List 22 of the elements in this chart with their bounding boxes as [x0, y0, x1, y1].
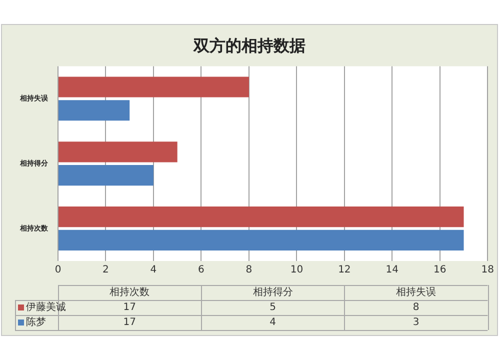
chart-title: 双方的相持数据 [192, 36, 306, 55]
x-tick-label: 18 [481, 264, 494, 276]
x-tick-label: 12 [338, 264, 351, 276]
x-tick-label: 10 [290, 264, 304, 276]
legend-label: 陈梦 [26, 316, 46, 328]
x-tick-label: 6 [198, 264, 204, 276]
text: 5 [270, 302, 276, 314]
text: 17 [123, 317, 136, 328]
x-tick-label: 14 [386, 264, 399, 276]
category-label: 相持得分 [252, 287, 293, 298]
category-label: 相持失误 [396, 287, 436, 298]
x-tick-label: 4 [150, 264, 157, 276]
x-tick-label: 8 [246, 264, 252, 276]
x-tick-label: 0 [54, 264, 62, 276]
text: 8 [412, 302, 420, 314]
text: 17 [123, 302, 136, 314]
text: 4 [270, 317, 276, 328]
x-tick-label: 2 [102, 264, 109, 276]
category-label: 相持次数 [110, 287, 150, 298]
text: 3 [412, 317, 420, 328]
x-tick-label: 16 [434, 264, 446, 276]
legend-label: 伊藤美诚 [26, 301, 66, 314]
